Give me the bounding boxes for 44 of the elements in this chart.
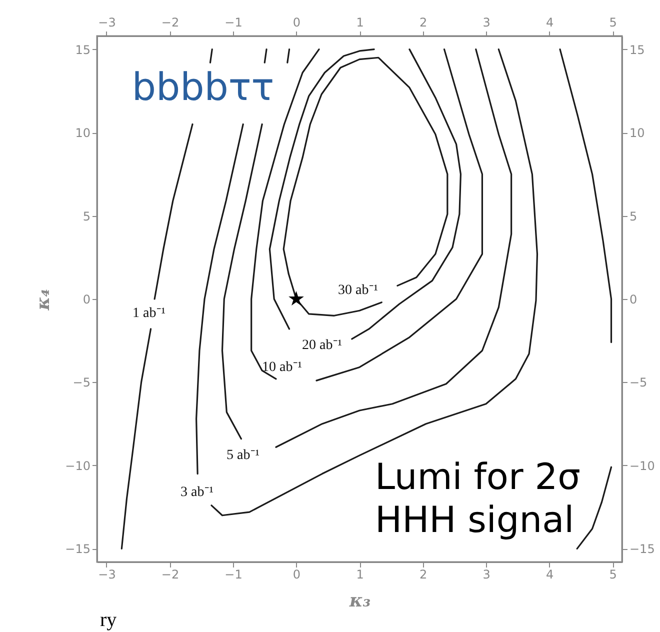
y-tick-label: −5 (72, 376, 90, 390)
annotation: Lumi for 2σ HHH signal (375, 457, 580, 542)
x-tick-label: −2 (161, 568, 180, 582)
y-tick-label: 0 (82, 292, 90, 306)
y-tick-label: −15 (65, 542, 90, 556)
y-axis-title: κ₄ (33, 288, 54, 312)
x2-tick-label: 4 (546, 16, 554, 30)
y2-tick-label: 10 (630, 126, 645, 140)
y-tick-label: 15 (75, 42, 90, 57)
x2-tick-label: −1 (224, 16, 242, 30)
x2-tick-label: 0 (292, 16, 301, 30)
annotation: 1 ab⁻¹ (132, 306, 166, 321)
x-axis-title: κ₃ (348, 590, 371, 612)
y2-tick-label: 5 (630, 209, 638, 224)
x-tick-label: 1 (356, 568, 364, 582)
annotation: 3 ab⁻¹ (180, 485, 214, 500)
x2-tick-label: 1 (356, 16, 364, 30)
y-tick-label: 10 (75, 126, 90, 140)
x-tick-label: −1 (224, 568, 242, 582)
line-series (282, 56, 448, 316)
annotation: 5 ab⁻¹ (226, 448, 260, 463)
y2-tick-label: −15 (630, 542, 655, 556)
y-tick-label: −10 (65, 458, 90, 473)
x2-tick-label: 3 (482, 16, 490, 30)
y-tick-label: 5 (82, 209, 90, 224)
x2-tick-label: −2 (161, 16, 180, 30)
x-tick-label: 3 (482, 568, 490, 582)
x2-tick-label: 5 (609, 16, 617, 30)
annotation: bbbbττ (132, 65, 274, 109)
annotation: 10 ab⁻¹ (262, 360, 302, 375)
y2-tick-label: −5 (630, 376, 648, 390)
x-tick-label: 4 (546, 568, 554, 582)
annotation: 20 ab⁻¹ (302, 338, 342, 353)
x2-tick-label: −3 (98, 16, 116, 30)
x-tick-label: 2 (419, 568, 428, 582)
y2-tick-label: 15 (630, 42, 645, 57)
x-tick-label: 0 (292, 568, 301, 582)
y2-tick-label: −10 (630, 458, 655, 473)
x-tick-label: 5 (609, 568, 617, 582)
text: ry (100, 609, 117, 631)
annotation: 30 ab⁻¹ (338, 283, 378, 298)
y2-tick-label: 0 (630, 292, 638, 306)
x-tick-label: −3 (98, 568, 116, 582)
x2-tick-label: 2 (419, 16, 428, 30)
